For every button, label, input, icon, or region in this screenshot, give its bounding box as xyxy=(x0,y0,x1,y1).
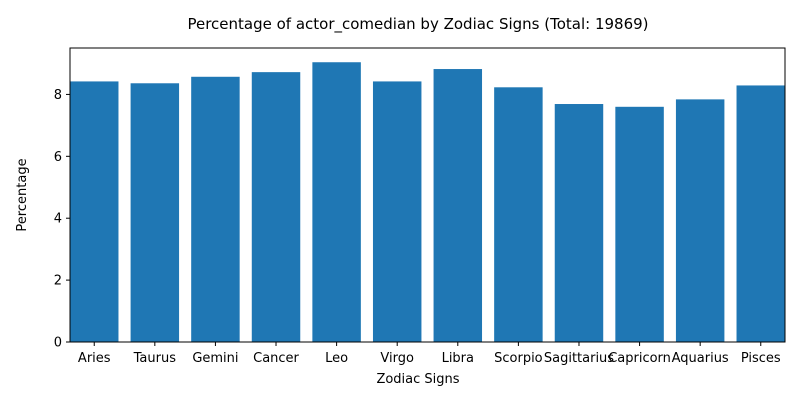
bar-aquarius xyxy=(675,99,725,342)
x-tick-label: Libra xyxy=(442,351,474,366)
y-tick-label: 0 xyxy=(54,336,62,351)
bar-capricorn xyxy=(615,106,664,342)
bar-gemini xyxy=(191,76,240,342)
y-tick-label: 4 xyxy=(54,212,62,227)
bar-libra xyxy=(433,69,483,342)
x-tick-label: Virgo xyxy=(380,351,414,366)
y-tick-label: 2 xyxy=(54,274,62,289)
bar-virgo xyxy=(372,81,422,342)
x-tick-label: Scorpio xyxy=(494,351,543,366)
x-tick-label: Pisces xyxy=(741,351,781,366)
bar-sagittarius xyxy=(554,104,604,342)
x-tick-label: Aries xyxy=(78,351,111,366)
x-tick-label: Taurus xyxy=(133,351,177,366)
bar-taurus xyxy=(130,83,180,342)
y-axis-ticks: 0 2 4 6 8 xyxy=(54,88,70,351)
bar-scorpio xyxy=(494,87,543,342)
y-tick-label: 8 xyxy=(54,88,62,103)
x-tick-label: Sagittarius xyxy=(544,351,614,366)
bar-aries xyxy=(70,81,119,342)
x-tick-label: Leo xyxy=(325,351,348,366)
x-tick-label: Gemini xyxy=(192,351,238,366)
bar-leo xyxy=(312,62,361,343)
plot-frame xyxy=(69,47,786,343)
x-tick-label: Aquarius xyxy=(672,351,729,366)
y-axis-label: Percentage xyxy=(15,158,30,231)
y-tick-label: 6 xyxy=(54,150,62,165)
x-axis-label: Zodiac Signs xyxy=(376,372,459,387)
x-tick-label: Capricorn xyxy=(608,351,671,366)
chart-title: Percentage of actor_comedian by Zodiac S… xyxy=(187,15,648,34)
x-tick-label: Cancer xyxy=(253,351,299,366)
bar-cancer xyxy=(251,72,301,342)
x-axis-ticks: Aries Taurus Gemini Cancer Leo Virgo Libra Scor… xyxy=(78,342,781,366)
bars-group xyxy=(70,62,785,343)
bar-pisces xyxy=(736,85,785,342)
